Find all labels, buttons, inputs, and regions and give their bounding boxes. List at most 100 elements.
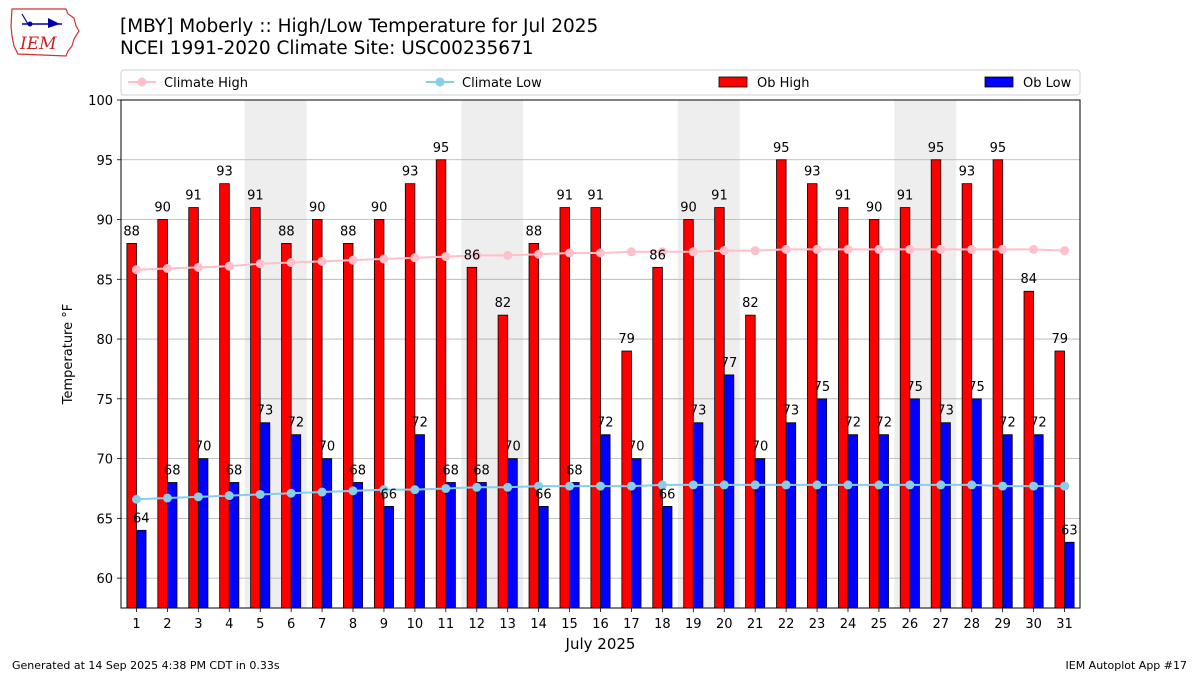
- climate-low-point: [1029, 481, 1039, 491]
- ob-high-label: 91: [587, 189, 604, 204]
- ob-high-bar: [868, 219, 880, 609]
- ob-high-label: 90: [680, 201, 697, 216]
- ob-high-label: 95: [990, 141, 1007, 156]
- y-tick-label: 65: [96, 512, 113, 527]
- ob-low-bar: [569, 482, 580, 609]
- climate-low-point: [1060, 481, 1070, 491]
- ob-high-bar: [312, 219, 323, 609]
- climate-high-point: [998, 244, 1008, 254]
- ob-high-label: 88: [526, 224, 543, 239]
- climate-high-point: [1060, 246, 1070, 256]
- x-tick-label: 23: [809, 617, 826, 632]
- climate-low-point: [998, 481, 1008, 491]
- climate-high-point: [1029, 244, 1039, 254]
- ob-low-bar: [971, 398, 982, 609]
- climate-high-point: [936, 244, 946, 254]
- ob-high-bar: [590, 207, 601, 609]
- ob-high-label: 79: [618, 332, 635, 347]
- climate-high-point: [131, 265, 141, 275]
- title-line-1: [MBY] Moberly :: High/Low Temperature fo…: [120, 16, 599, 37]
- climate-low-point: [255, 489, 265, 499]
- ob-low-label: 68: [442, 463, 459, 478]
- ob-high-bar: [930, 159, 942, 609]
- logo-text: IEM: [19, 34, 57, 54]
- ob-high-label: 90: [371, 201, 388, 216]
- x-tick-label: 11: [438, 617, 455, 632]
- x-tick-label: 2: [163, 617, 171, 632]
- climate-low-point: [812, 480, 822, 490]
- climate-high-point: [224, 261, 234, 271]
- legend-swatch-marker: [435, 77, 445, 87]
- climate-low-point: [317, 487, 327, 497]
- climate-low-point: [905, 480, 915, 490]
- legend-label: Ob High: [757, 76, 810, 91]
- climate-high-point: [162, 264, 172, 274]
- chart-title: [MBY] Moberly :: High/Low Temperature fo…: [120, 16, 598, 60]
- ob-low-bar: [723, 374, 735, 609]
- ob-low-bar: [909, 398, 920, 609]
- ob-low-label: 70: [628, 440, 645, 455]
- y-axis-label: Temperature °F: [61, 304, 76, 405]
- ob-high-label: 95: [773, 141, 790, 156]
- ob-low-label: 68: [473, 463, 490, 478]
- ob-low-label: 70: [752, 440, 769, 455]
- climate-high-point: [688, 247, 698, 257]
- ob-high-label: 95: [433, 141, 450, 156]
- ob-low-bar: [136, 529, 147, 609]
- x-tick-label: 26: [902, 617, 919, 632]
- climate-low-point: [348, 486, 358, 496]
- climate-high-point: [503, 250, 513, 260]
- climate-low-point: [534, 481, 544, 491]
- x-tick-label: 17: [623, 617, 640, 632]
- y-tick-label: 95: [96, 154, 113, 169]
- legend-swatch-bar: [984, 76, 1014, 88]
- climate-low-point: [379, 485, 389, 495]
- x-tick-label: 4: [225, 617, 233, 632]
- ob-low-bar: [352, 482, 364, 609]
- climate-low-point: [286, 488, 296, 498]
- ob-high-label: 93: [959, 165, 976, 180]
- climate-low-point: [565, 481, 575, 491]
- ob-low-label: 66: [380, 487, 397, 502]
- climate-low-point: [843, 480, 853, 490]
- legend-swatch-bar: [718, 76, 748, 88]
- ob-low-label: 73: [783, 404, 800, 419]
- climate-low-point: [503, 482, 513, 492]
- ob-high-label: 91: [835, 189, 852, 204]
- y-tick-label: 90: [96, 214, 113, 229]
- ob-low-label: 68: [350, 463, 367, 478]
- ob-low-bar: [878, 434, 889, 609]
- ob-low-label: 66: [659, 487, 676, 502]
- climate-low-point: [441, 483, 451, 493]
- ob-low-bar: [259, 422, 271, 609]
- ob-high-label: 90: [154, 201, 171, 216]
- ob-high-bar: [899, 207, 911, 609]
- ob-low-bar: [1002, 434, 1013, 609]
- x-tick-label: 13: [499, 617, 516, 632]
- ob-high-label: 91: [247, 189, 264, 204]
- x-tick-label: 31: [1056, 617, 1073, 632]
- ob-low-bar: [507, 458, 518, 609]
- y-tick-label: 80: [96, 333, 113, 348]
- ob-high-bar: [466, 266, 478, 609]
- ob-high-bar: [497, 314, 509, 609]
- climate-low-point: [719, 480, 729, 490]
- x-tick-label: 25: [871, 617, 888, 632]
- legend-box: [120, 69, 1081, 96]
- climate-high-point: [626, 247, 636, 257]
- climate-low-point: [626, 481, 636, 491]
- ob-low-bar: [197, 458, 209, 609]
- ob-low-bar: [631, 458, 642, 609]
- climate-high-point: [719, 246, 729, 256]
- climate-low-point: [410, 485, 420, 495]
- legend-label: Ob Low: [1023, 76, 1072, 91]
- ob-low-label: 73: [937, 404, 954, 419]
- ob-low-bar: [940, 422, 951, 609]
- ob-high-label: 93: [804, 165, 821, 180]
- x-tick-label: 30: [1025, 617, 1042, 632]
- ob-low-label: 68: [164, 463, 181, 478]
- ob-high-bar: [343, 243, 354, 609]
- ob-low-label: 75: [968, 380, 985, 395]
- y-tick-label: 85: [96, 273, 113, 288]
- ob-high-bar: [373, 219, 385, 609]
